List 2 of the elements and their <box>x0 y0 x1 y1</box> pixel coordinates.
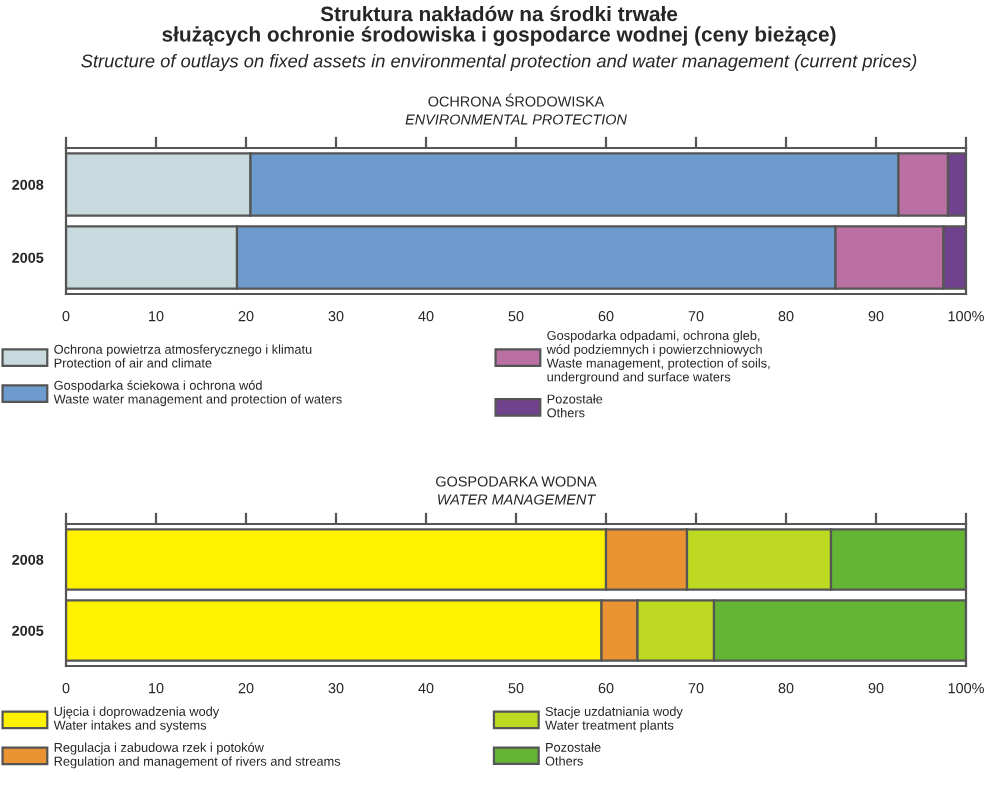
chart-subtitle: Structure of outlays on fixed assets in environmental protection and water management (current prices) <box>81 54 917 72</box>
chart-title: Struktura nakładów na środki trwałe służących ochronie środowiska i gospodarce wodnej (ceny bieżące) <box>162 5 836 46</box>
